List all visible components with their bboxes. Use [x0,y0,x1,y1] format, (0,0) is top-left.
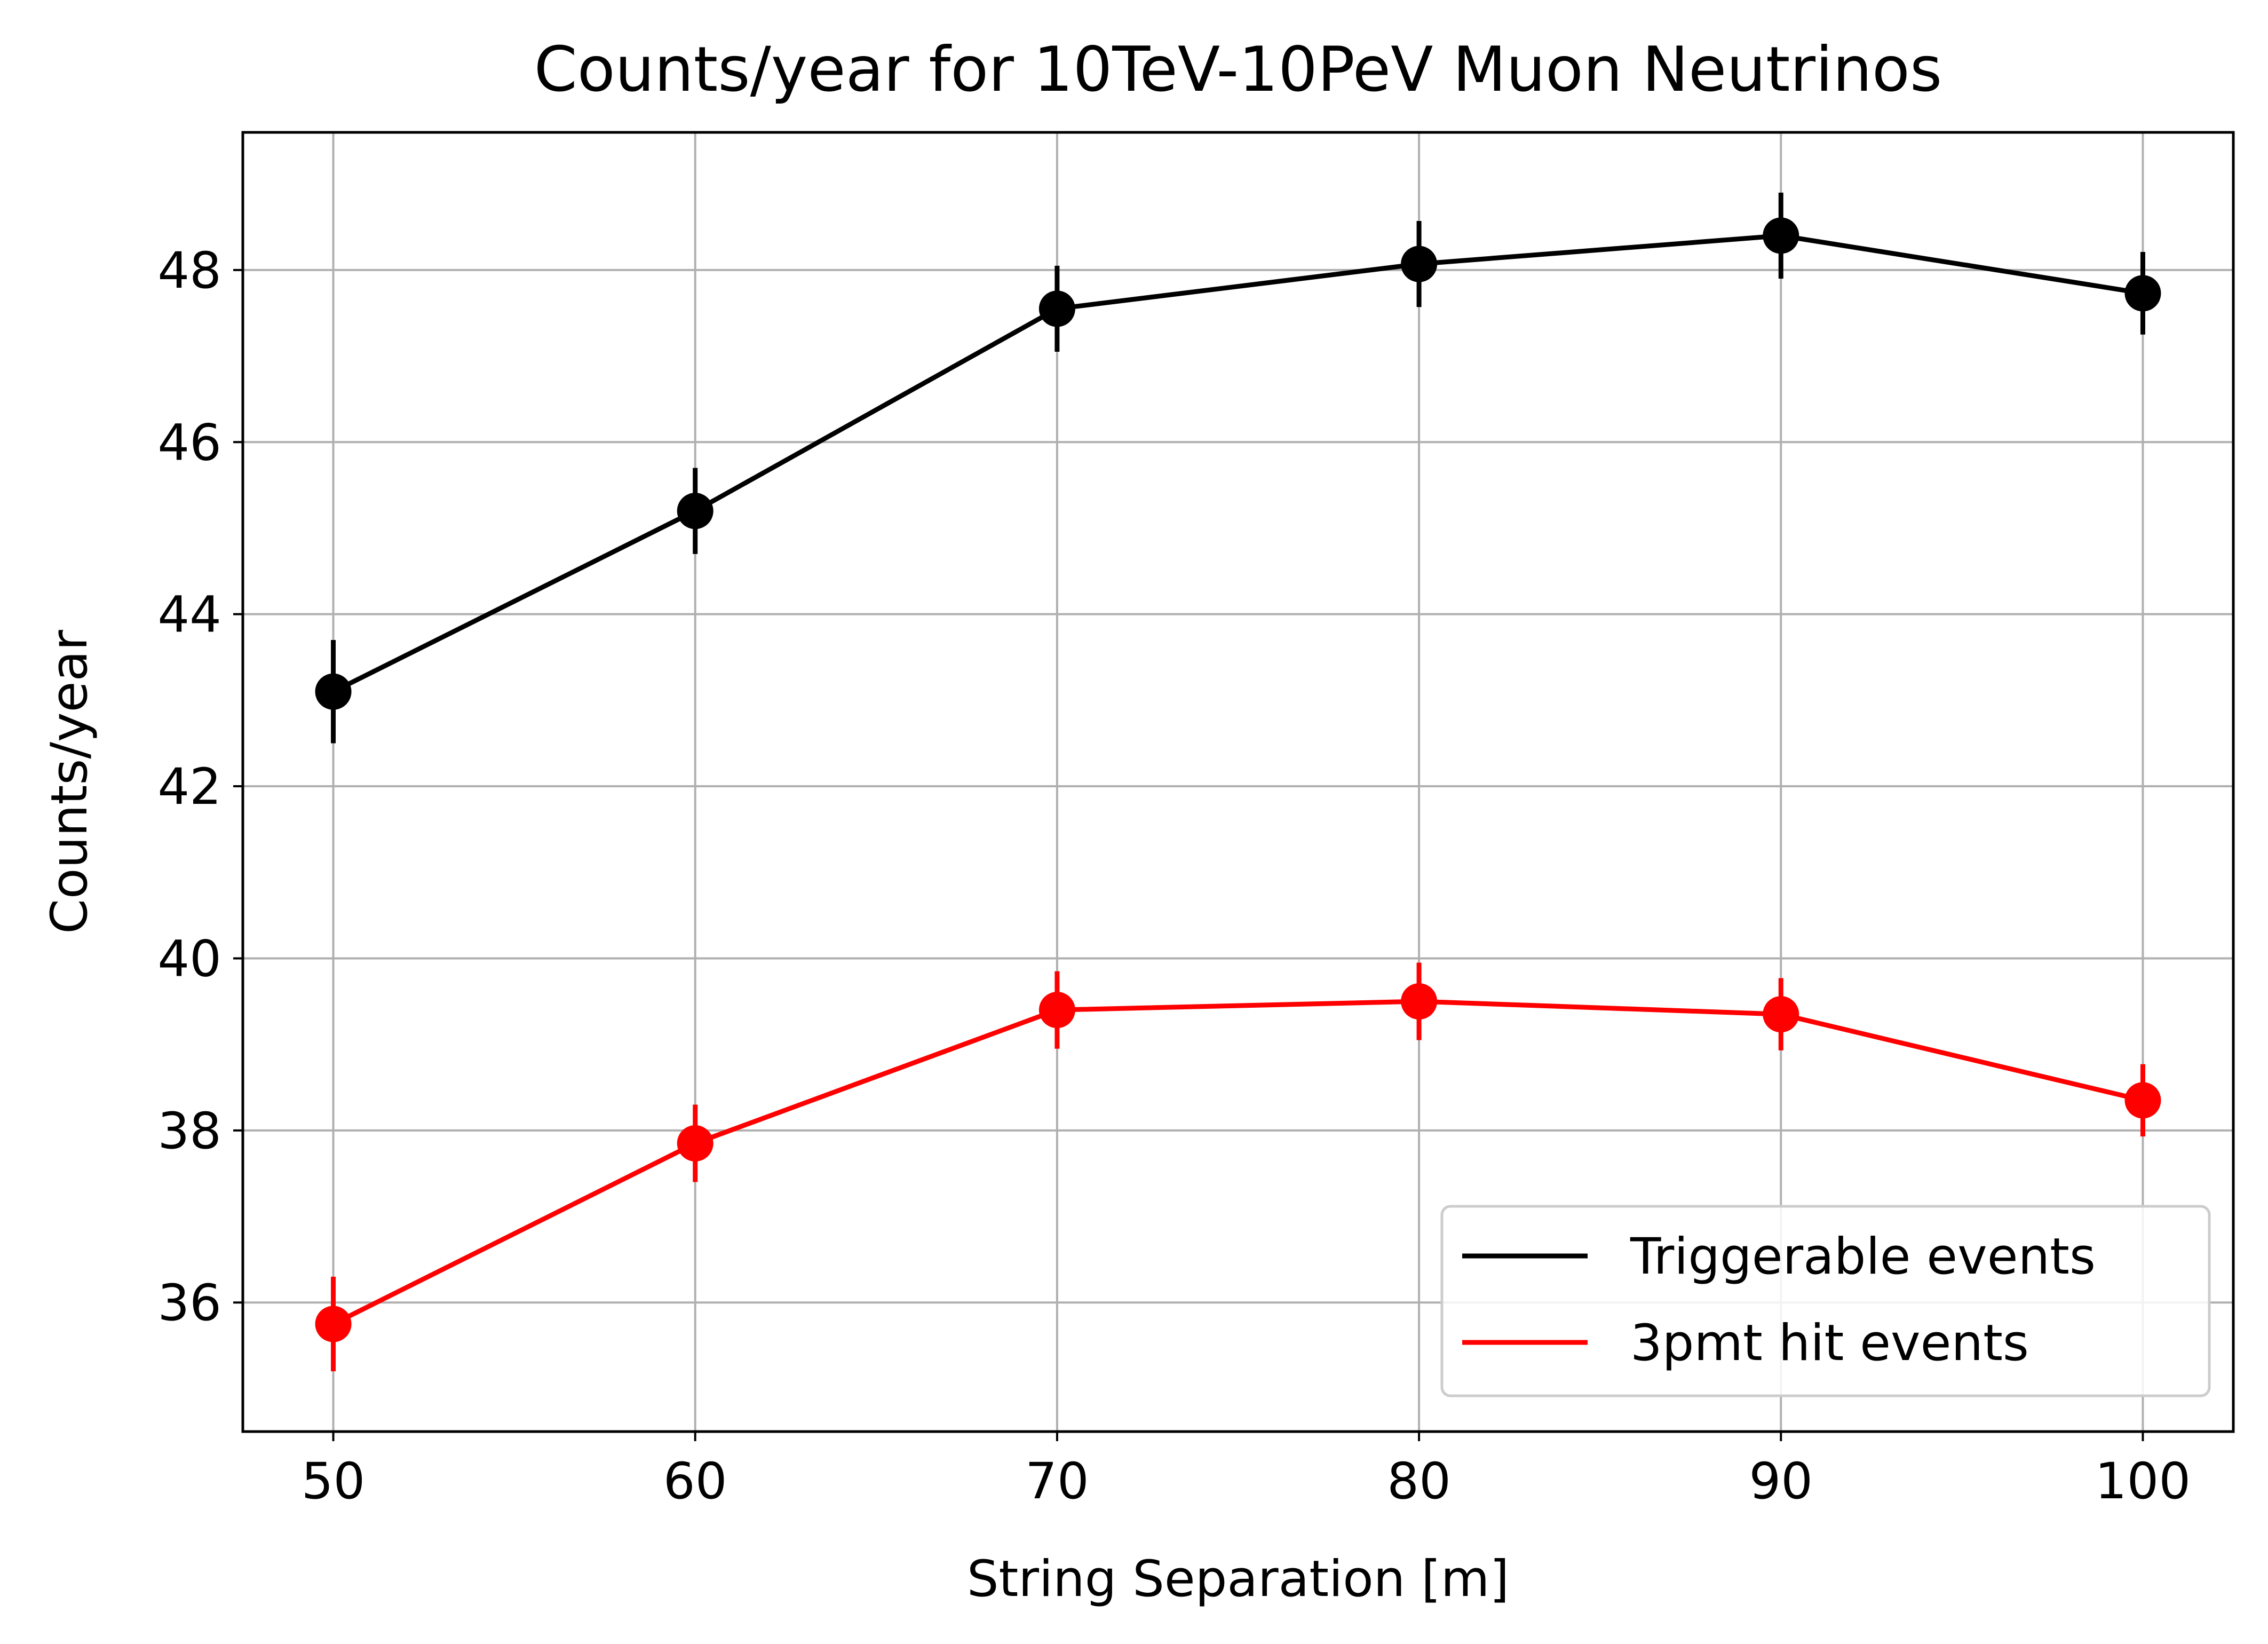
y-tick-label: 42 [157,758,221,816]
x-tick-label: 90 [1749,1452,1813,1511]
y-axis-label: Counts/year [41,630,99,934]
data-point-3pmt-hit-events [1401,983,1438,1020]
y-tick-label: 46 [157,414,221,472]
y-tick-label: 48 [157,242,221,300]
y-tick-label: 36 [157,1274,221,1332]
data-point-3pmt-hit-events [1763,996,1799,1033]
chart-title: Counts/year for 10TeV-10PeV Muon Neutrin… [534,34,1942,106]
data-point-3pmt-hit-events [677,1125,713,1162]
data-point-3pmt-hit-events [2124,1082,2161,1119]
y-tick-label: 38 [157,1102,221,1160]
legend-label-3pmt-hit-events: 3pmt hit events [1630,1314,2029,1372]
series-line-triggerable-events [332,233,2144,694]
plot-series [315,192,2161,1372]
data-point-triggerable-events [1763,217,1799,254]
data-point-3pmt-hit-events [315,1306,352,1342]
y-tick-label: 44 [157,586,221,644]
x-tick-label: 50 [302,1452,366,1511]
x-axis-label: String Separation [m] [967,1550,1509,1608]
data-point-3pmt-hit-events [1038,992,1075,1029]
x-axis: 50 60 70 80 90 100 [302,1432,2191,1511]
legend-label-triggerable-events: Triggerable events [1630,1228,2096,1286]
x-tick-label: 100 [2095,1452,2191,1511]
x-tick-label: 70 [1025,1452,1089,1511]
plot-area-frame [241,131,2235,1433]
legend-box [1440,1205,2211,1397]
data-point-triggerable-events [1038,290,1075,327]
x-tick-label: 60 [663,1452,727,1511]
data-point-triggerable-events [1401,246,1438,282]
legend: Triggerable events 3pmt hit events [1440,1205,2211,1397]
y-axis: 36 38 40 42 44 46 48 [157,242,243,1332]
x-tick-label: 80 [1387,1452,1451,1511]
data-point-triggerable-events [2124,275,2161,312]
y-tick-label: 40 [157,930,221,988]
data-point-triggerable-events [677,493,713,529]
grid-lines [243,132,2233,1432]
data-point-triggerable-events [315,673,352,710]
series-line-3pmt-hit-events [332,999,2144,1326]
